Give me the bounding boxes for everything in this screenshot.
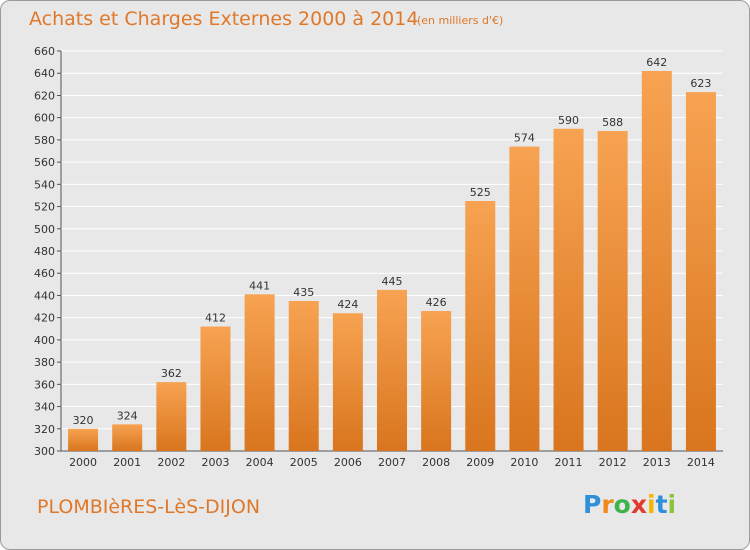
data-labels: 320 324 362 412 441 435 424 445 426 525 574 590 588 6… [73, 56, 712, 427]
bar-2004 [244, 294, 275, 451]
data-label-2010: 574 [514, 132, 535, 145]
bar-2003 [200, 326, 231, 451]
commune-name: PLOMBIèRES-LèS-DIJON [37, 496, 261, 518]
chart-title: Achats et Charges Externes 2000 à 2014 [29, 8, 419, 30]
bar-2008 [421, 311, 452, 451]
x-tick-label: 2011 [555, 456, 583, 469]
x-tick-label: 2013 [643, 456, 671, 469]
x-tick-label: 2002 [157, 456, 185, 469]
bar-2012 [597, 131, 628, 451]
logo-letter: x [630, 490, 647, 519]
x-tick-label: 2010 [510, 456, 538, 469]
bar-2006 [332, 313, 363, 451]
y-tick-label: 300 [34, 445, 55, 458]
data-label-2000: 320 [73, 414, 94, 427]
bar-2011 [553, 128, 584, 451]
bar-2007 [377, 289, 407, 451]
data-label-2008: 426 [426, 296, 447, 309]
y-tick-label: 340 [34, 401, 55, 414]
y-tick-label: 420 [34, 312, 55, 325]
proxiti-logo[interactable]: Proxiti [583, 490, 676, 519]
y-tick-label: 440 [34, 289, 55, 302]
data-label-2013: 642 [646, 56, 667, 69]
data-label-2002: 362 [161, 367, 182, 380]
y-tick-label: 580 [34, 134, 55, 147]
data-label-2012: 588 [602, 116, 623, 129]
bar-2010 [509, 146, 540, 452]
bars [68, 71, 716, 452]
data-label-2007: 445 [382, 275, 403, 288]
logo-letter: i [667, 490, 677, 519]
x-axis: 2000 2001 2002 2003 2004 2005 2006 2007 2008 2009… [69, 456, 715, 469]
y-tick-label: 560 [34, 156, 55, 169]
data-label-2006: 424 [337, 298, 358, 311]
x-tick-label: 2004 [246, 456, 274, 469]
y-tick-label: 360 [34, 378, 55, 391]
y-tick-label: 520 [34, 201, 55, 214]
data-label-2004: 441 [249, 279, 270, 292]
y-tick-label: 600 [34, 112, 55, 125]
bar-2002 [156, 382, 187, 451]
bar-2001 [112, 424, 143, 451]
x-tick-label: 2001 [113, 456, 141, 469]
x-tick-label: 2014 [687, 456, 715, 469]
y-tick-label: 460 [34, 267, 55, 280]
y-tick-label: 500 [34, 223, 55, 236]
x-tick-label: 2006 [334, 456, 362, 469]
y-tick-label: 480 [34, 245, 55, 258]
x-tick-label: 2003 [201, 456, 229, 469]
y-tick-label: 660 [34, 45, 55, 58]
y-tick-label: 320 [34, 423, 55, 436]
x-tick-label: 2009 [466, 456, 494, 469]
x-tick-label: 2005 [290, 456, 318, 469]
data-label-2003: 412 [205, 312, 226, 325]
bar-2000 [68, 428, 99, 451]
logo-letter: t [655, 490, 668, 519]
logo-letter: P [583, 490, 602, 519]
data-label-2009: 525 [470, 186, 491, 199]
y-tick-label: 620 [34, 89, 55, 102]
data-label-2011: 590 [558, 114, 579, 127]
data-label-2001: 324 [117, 409, 138, 422]
data-label-2005: 435 [293, 286, 314, 299]
x-tick-label: 2000 [69, 456, 97, 469]
logo-letter: o [613, 490, 631, 519]
x-tick-label: 2008 [422, 456, 450, 469]
y-tick-label: 380 [34, 356, 55, 369]
bar-2009 [465, 201, 496, 451]
bar-2013 [641, 71, 672, 451]
logo-letter: i [647, 490, 656, 519]
x-tick-label: 2012 [599, 456, 627, 469]
y-tick-label: 640 [34, 67, 55, 80]
chart-subtitle: (en milliers d'€) [417, 14, 504, 27]
bar-2005 [288, 301, 319, 451]
bar-2014 [685, 92, 716, 451]
y-tick-label: 400 [34, 334, 55, 347]
logo-letter: r [601, 490, 614, 519]
data-label-2014: 623 [690, 77, 711, 90]
x-tick-label: 2007 [378, 456, 406, 469]
y-tick-label: 540 [34, 178, 55, 191]
